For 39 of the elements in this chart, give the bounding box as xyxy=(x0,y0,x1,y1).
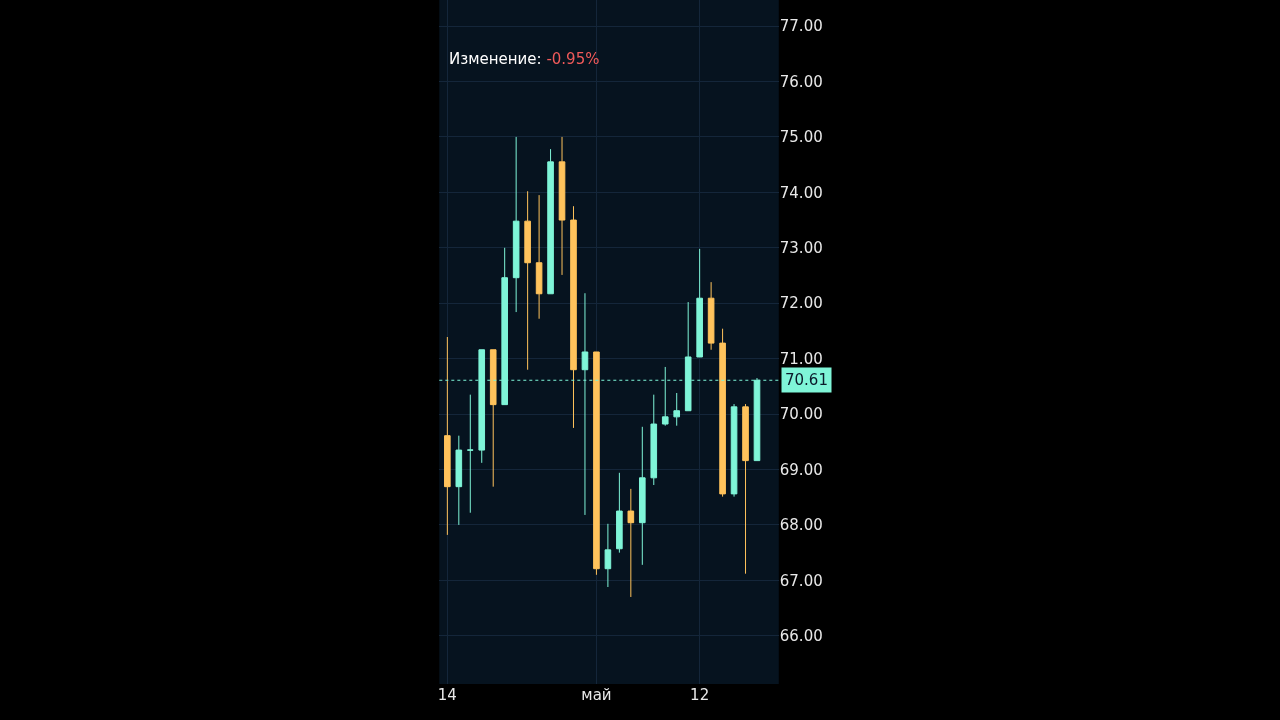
y-tick-label: 67.00 xyxy=(779,571,823,590)
candlestick xyxy=(673,392,681,427)
candlestick xyxy=(696,248,703,358)
candlestick xyxy=(719,328,726,498)
y-tick-label: 69.00 xyxy=(779,460,823,479)
candlestick xyxy=(593,351,600,576)
candlestick xyxy=(604,523,612,588)
candlestick xyxy=(524,190,531,371)
y-tick-label: 70.00 xyxy=(779,405,823,424)
y-tick-label: 77.00 xyxy=(779,17,823,36)
y-tick-label: 74.00 xyxy=(779,183,823,202)
candlestick xyxy=(730,403,738,498)
y-tick-label: 75.00 xyxy=(779,128,823,147)
candlestick xyxy=(639,426,646,566)
candlestick xyxy=(627,488,635,598)
x-tick-label: май xyxy=(581,686,612,704)
y-tick-label: 73.00 xyxy=(779,239,823,258)
y-tick-label: 71.00 xyxy=(779,349,823,368)
y-tick-label: 68.00 xyxy=(779,516,823,535)
candlestick xyxy=(707,281,715,351)
ref-line-label: 70.61 xyxy=(785,371,828,389)
candlestick xyxy=(650,394,658,486)
candlestick xyxy=(512,136,520,313)
candlestick xyxy=(489,349,497,488)
candlestick xyxy=(616,472,623,554)
candlestick xyxy=(466,394,474,514)
candlestick xyxy=(547,148,554,295)
annotation: Изменение: -0.95% xyxy=(449,50,600,68)
candlestick xyxy=(455,435,463,526)
x-tick-label: 12 xyxy=(690,686,710,704)
y-tick-label: 76.00 xyxy=(779,72,823,91)
candlestick xyxy=(535,194,543,320)
y-tick-label: 72.00 xyxy=(779,294,823,313)
candlestick xyxy=(742,403,749,575)
candlestick xyxy=(558,136,566,276)
candlestick xyxy=(570,205,577,429)
candlestick xyxy=(444,336,451,536)
x-tick-label: 14 xyxy=(437,686,457,704)
y-tick-label: 66.00 xyxy=(779,627,823,646)
